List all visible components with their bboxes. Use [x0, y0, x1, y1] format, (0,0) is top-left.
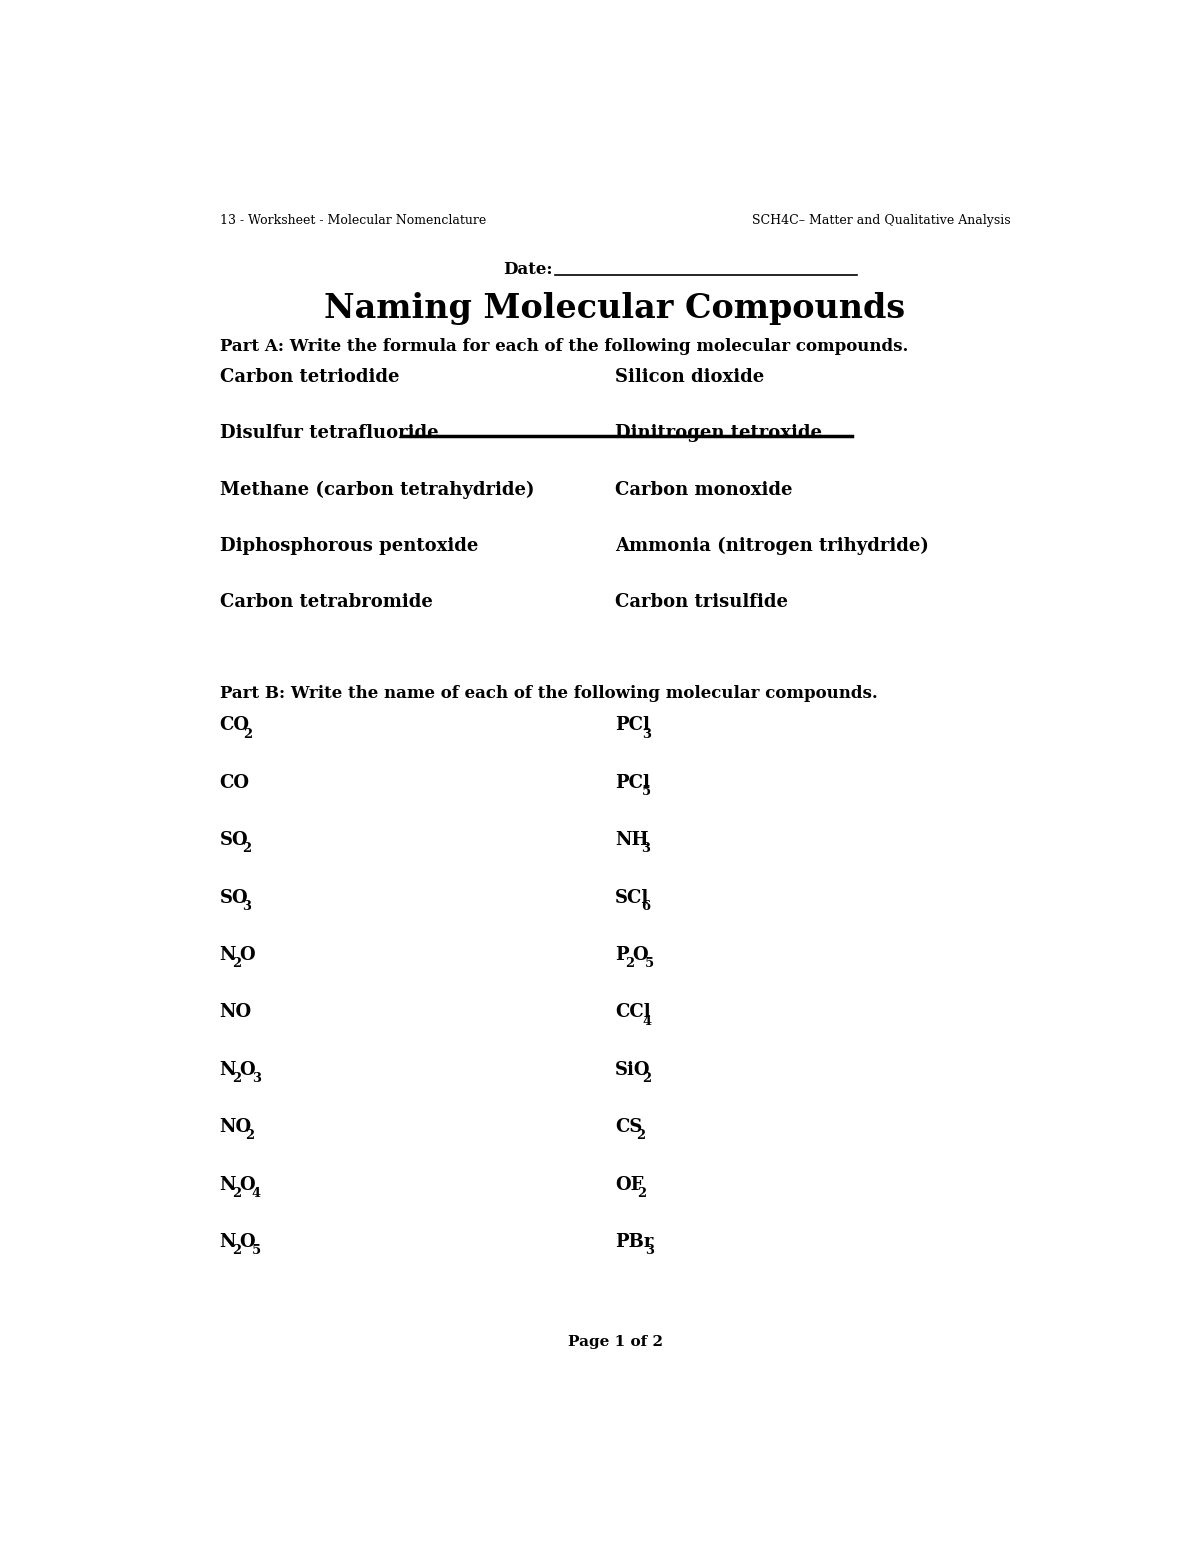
Text: Naming Molecular Compounds: Naming Molecular Compounds: [324, 292, 906, 325]
Text: O: O: [240, 1233, 256, 1252]
Text: O: O: [240, 1061, 256, 1079]
Text: 3: 3: [242, 899, 251, 913]
Text: 2: 2: [642, 1072, 652, 1086]
Text: Part A: Write the formula for each of the following molecular compounds.: Part A: Write the formula for each of th…: [220, 339, 908, 356]
Text: SO: SO: [220, 888, 248, 907]
Text: P: P: [616, 946, 629, 964]
Text: PBr: PBr: [616, 1233, 653, 1252]
Text: Carbon trisulfide: Carbon trisulfide: [616, 593, 788, 610]
Text: 2: 2: [242, 842, 251, 856]
Text: 2: 2: [636, 1129, 646, 1143]
Text: N: N: [220, 1176, 236, 1194]
Text: PCl: PCl: [616, 716, 650, 735]
Text: Diphosphorous pentoxide: Diphosphorous pentoxide: [220, 537, 478, 554]
Text: NO: NO: [220, 1118, 252, 1137]
Text: SiO: SiO: [616, 1061, 650, 1079]
Text: 3: 3: [641, 842, 650, 856]
Text: NO: NO: [220, 1003, 252, 1022]
Text: Carbon monoxide: Carbon monoxide: [616, 480, 792, 499]
Text: Methane (carbon tetrahydride): Methane (carbon tetrahydride): [220, 480, 534, 499]
Text: N: N: [220, 1061, 236, 1079]
Text: NH: NH: [616, 831, 648, 849]
Text: Date:: Date:: [504, 261, 553, 278]
Text: 4: 4: [252, 1186, 260, 1200]
Text: 3: 3: [252, 1072, 260, 1086]
Text: 5: 5: [644, 957, 654, 971]
Text: Silicon dioxide: Silicon dioxide: [616, 368, 764, 387]
Text: SCH4C– Matter and Qualitative Analysis: SCH4C– Matter and Qualitative Analysis: [751, 214, 1010, 227]
Text: 2: 2: [245, 1129, 253, 1143]
Text: SCl: SCl: [616, 888, 649, 907]
Text: 2: 2: [637, 1186, 647, 1200]
Text: O: O: [240, 946, 256, 964]
Text: SO: SO: [220, 831, 248, 849]
Text: 5: 5: [252, 1244, 260, 1258]
Text: 3: 3: [644, 1244, 654, 1258]
Text: CO: CO: [220, 716, 250, 735]
Text: Carbon tetriodide: Carbon tetriodide: [220, 368, 400, 387]
Text: CS: CS: [616, 1118, 642, 1137]
Text: CO: CO: [220, 773, 250, 792]
Text: Part B: Write the name of each of the following molecular compounds.: Part B: Write the name of each of the fo…: [220, 685, 877, 702]
Text: Disulfur tetrafluoride: Disulfur tetrafluoride: [220, 424, 438, 443]
Text: 13 - Worksheet - Molecular Nomenclature: 13 - Worksheet - Molecular Nomenclature: [220, 214, 486, 227]
Text: 2: 2: [625, 957, 635, 971]
Text: 2: 2: [233, 957, 241, 971]
Text: Page 1 of 2: Page 1 of 2: [568, 1334, 662, 1348]
Text: 2: 2: [242, 728, 252, 741]
Text: Dinitrogen tetroxide: Dinitrogen tetroxide: [616, 424, 822, 443]
Text: O: O: [240, 1176, 256, 1194]
Text: N: N: [220, 946, 236, 964]
Text: 5: 5: [642, 784, 652, 798]
Text: Ammonia (nitrogen trihydride): Ammonia (nitrogen trihydride): [616, 537, 929, 554]
Text: Carbon tetrabromide: Carbon tetrabromide: [220, 593, 433, 610]
Text: 2: 2: [233, 1072, 241, 1086]
Text: 3: 3: [642, 728, 652, 741]
Text: OF: OF: [616, 1176, 643, 1194]
Text: 2: 2: [233, 1186, 241, 1200]
Text: 6: 6: [642, 899, 650, 913]
Text: N: N: [220, 1233, 236, 1252]
Text: 4: 4: [643, 1014, 652, 1028]
Text: CCl: CCl: [616, 1003, 650, 1022]
Text: 2: 2: [233, 1244, 241, 1258]
Text: O: O: [632, 946, 648, 964]
Text: PCl: PCl: [616, 773, 650, 792]
